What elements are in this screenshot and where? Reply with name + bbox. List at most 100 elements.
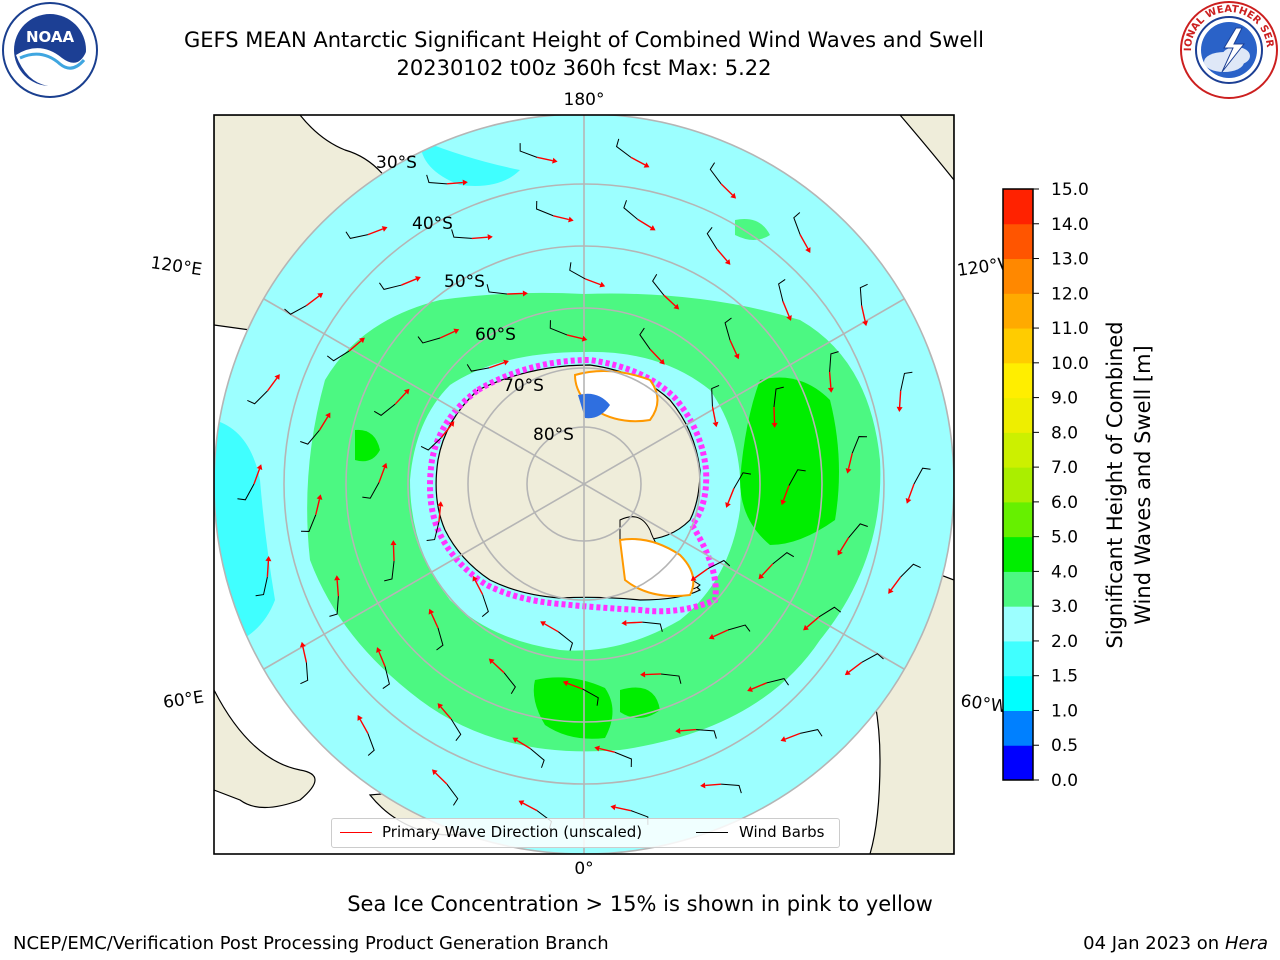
wave-direction-arrow (440, 424, 452, 439)
wave-direction-arrow (694, 568, 709, 579)
noaa-logo: NOAA (2, 2, 98, 98)
wave-direction-arrowhead (708, 633, 715, 640)
wave-direction-arrowhead (317, 292, 324, 299)
wind-barb (300, 662, 309, 685)
wave-direction-arrowhead (487, 234, 493, 241)
wind-barbs-legend-label: Wind Barbs (739, 823, 825, 841)
colorbar-tick-label: 11.0 (1051, 319, 1089, 339)
wind-barb (326, 350, 350, 362)
colorbar-tick-label: 6.0 (1051, 493, 1078, 513)
wave-direction-arrow (440, 706, 452, 720)
colorbar-tick-label: 8.0 (1051, 423, 1078, 443)
wind-barb (329, 596, 339, 617)
colorbar-tick-label: 7.0 (1051, 458, 1078, 478)
lat-label-70s: 70°S (503, 376, 544, 396)
wind-barb (558, 631, 574, 651)
wave-direction-arrowhead (437, 703, 444, 709)
wave-direction-arrow (839, 537, 850, 552)
wave-direction-arrowhead (256, 464, 263, 470)
wave-direction-legend-line (340, 832, 372, 833)
lat-label-40s: 40°S (412, 214, 453, 234)
colorbar-segment (1003, 675, 1033, 711)
wave-direction-arrow (729, 339, 738, 355)
wave-direction-arrowhead (448, 421, 455, 427)
colorbar-tick-label: 1.0 (1051, 701, 1078, 721)
wind-barb (530, 748, 545, 768)
wave-direction-arrow (615, 806, 632, 812)
wave-direction-arrowhead (905, 498, 912, 504)
wind-barb (549, 320, 568, 336)
graticule (214, 115, 954, 854)
colorbar: 0.0 0.5 1.0 1.5 2.0 3.0 4.0 5.0 6.0 7.0 8.0 9.0 10.0… (1002, 180, 1089, 791)
wave-direction-arrowhead (415, 276, 421, 282)
wave-direction-arrow (761, 563, 774, 577)
wave-direction-arrowhead (827, 387, 834, 393)
wind-barb (652, 273, 665, 296)
wave-direction-arrowhead (610, 804, 616, 811)
wind-barb (481, 594, 489, 618)
wave-direction-arrowhead (594, 745, 600, 752)
wave-direction-arrowhead (649, 225, 656, 231)
wave-direction-arrowhead (472, 575, 478, 582)
wave-direction-arrow (711, 406, 717, 423)
wind-barb (237, 483, 255, 501)
wave-direction-arrow (378, 651, 386, 667)
wave-direction-arrowhead (503, 359, 509, 366)
wind-barb (642, 621, 663, 632)
wind-barb (373, 403, 396, 416)
wave-direction-arrow (680, 728, 697, 732)
wave-direction-arrowhead (359, 337, 365, 344)
colorbar-tick-label: 13.0 (1051, 250, 1089, 270)
wave-direction-arrowhead (896, 406, 903, 412)
wind-barb (436, 627, 444, 651)
wave-direction-arrowhead (700, 782, 706, 789)
wind-barb (536, 200, 554, 217)
wind-barb (721, 783, 742, 794)
wave-direction-arrow (773, 406, 776, 423)
wave-direction-legend-label: Primary Wave Direction (unscaled) (382, 823, 643, 841)
colorbar-segment (1003, 293, 1033, 329)
wave-direction-arrowhead (518, 800, 525, 806)
colorbar-tick-label: 14.0 (1051, 215, 1089, 235)
wave-direction-arrow (553, 215, 569, 221)
colorbar-tick-label: 2.0 (1051, 632, 1078, 652)
wave-direction-arrow (536, 156, 553, 162)
colorbar-tick-label: 0.5 (1051, 736, 1078, 756)
wind-barb (426, 521, 440, 542)
sea-ice-note: Sea Ice Concentration > 15% is shown in … (347, 892, 933, 916)
wind-barb (582, 688, 599, 706)
colorbar-segment (1003, 432, 1033, 468)
wind-barb (614, 751, 632, 768)
colorbar-label-line1: Significant Height of Combined (1103, 321, 1127, 648)
wave-direction-arrow (751, 682, 767, 690)
wave-direction-arrowhead (730, 192, 737, 199)
wave-field-3-4m (307, 292, 881, 752)
wave-direction-arrowhead (675, 727, 681, 734)
wave-direction-arrowhead (712, 421, 719, 428)
wave-direction-arrowhead (640, 671, 646, 678)
wave-direction-arrow (567, 682, 583, 690)
date-stamp: 04 Jan 2023 on Hera (1083, 933, 1268, 954)
wind-barb (420, 437, 442, 451)
wave-direction-arrowhead (357, 715, 363, 721)
wind-barb (300, 430, 320, 445)
wave-direction-arrowhead (274, 374, 280, 380)
wind-barb (255, 576, 268, 597)
lat-label-80s: 80°S (533, 425, 574, 445)
wave-direction-arrowhead (673, 303, 680, 310)
wave-direction-arrow (799, 234, 809, 249)
wave-direction-arrow (890, 576, 902, 591)
wave-direction-arrowhead (844, 669, 851, 676)
wind-barb (450, 718, 462, 742)
lon-label-180: 180° (564, 90, 605, 110)
nws-logo: NATIONAL WEATHER SERVICE (0, 0, 1278, 99)
wave-direction-arrow (394, 391, 407, 405)
lon-label-60w: 60°W (959, 691, 1008, 717)
map-legend: Primary Wave Direction (unscaled) Wind B… (331, 818, 840, 848)
wave-direction-arrowhead (512, 737, 519, 743)
wave-direction-arrowhead (265, 556, 272, 562)
wave-direction-arrow (491, 661, 505, 674)
map-panel: 30°S 40°S 50°S 60°S 70°S 80°S (214, 115, 954, 854)
wind-barb (788, 469, 806, 486)
wind-barb (851, 436, 868, 454)
